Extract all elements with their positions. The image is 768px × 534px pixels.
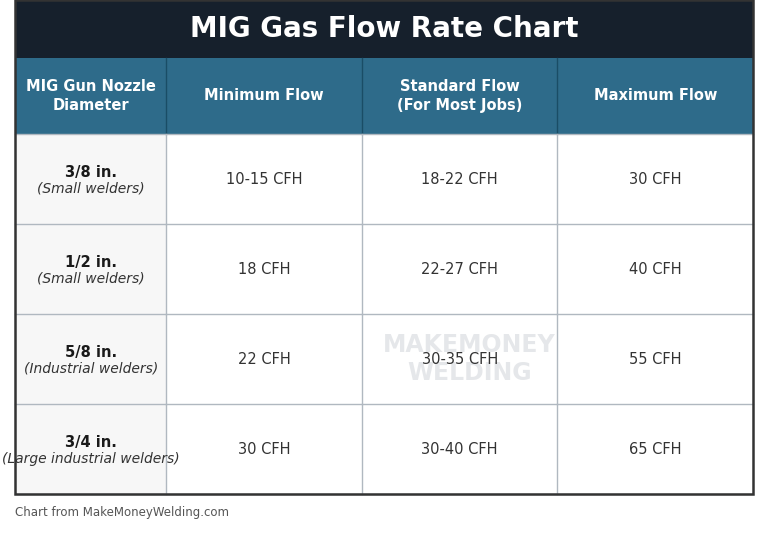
Bar	[15, 134, 167, 224]
Bar	[362, 224, 558, 314]
Text: 30-35 CFH: 30-35 CFH	[422, 351, 498, 366]
Bar	[362, 134, 558, 224]
Text: 1/2 in.: 1/2 in.	[65, 255, 117, 271]
Bar	[558, 314, 753, 404]
Text: Maximum Flow: Maximum Flow	[594, 89, 717, 104]
Text: 40 CFH: 40 CFH	[629, 262, 681, 277]
Text: 10-15 CFH: 10-15 CFH	[226, 171, 303, 186]
Text: (Industrial welders): (Industrial welders)	[24, 362, 157, 376]
Text: Minimum Flow: Minimum Flow	[204, 89, 324, 104]
Text: MIG Gun Nozzle
Diameter: MIG Gun Nozzle Diameter	[25, 79, 156, 113]
Bar	[167, 404, 362, 494]
Text: 3/4 in.: 3/4 in.	[65, 436, 117, 451]
Text: 30 CFH: 30 CFH	[629, 171, 681, 186]
Bar	[558, 224, 753, 314]
Text: 22-27 CFH: 22-27 CFH	[421, 262, 498, 277]
Bar	[167, 314, 362, 404]
Bar	[15, 58, 753, 134]
Text: Chart from MakeMoneyWelding.com: Chart from MakeMoneyWelding.com	[15, 506, 229, 519]
Text: 3/8 in.: 3/8 in.	[65, 166, 117, 180]
Text: 18-22 CFH: 18-22 CFH	[422, 171, 498, 186]
Bar	[558, 404, 753, 494]
Text: Standard Flow
(For Most Jobs): Standard Flow (For Most Jobs)	[397, 79, 522, 113]
Bar	[167, 134, 362, 224]
Text: 5/8 in.: 5/8 in.	[65, 345, 117, 360]
Text: 65 CFH: 65 CFH	[629, 442, 681, 457]
Text: MIG Gas Flow Rate Chart: MIG Gas Flow Rate Chart	[190, 15, 578, 43]
Bar	[15, 404, 167, 494]
Text: 30-40 CFH: 30-40 CFH	[422, 442, 498, 457]
Text: 18 CFH: 18 CFH	[238, 262, 290, 277]
Bar	[167, 224, 362, 314]
Text: 22 CFH: 22 CFH	[238, 351, 290, 366]
Bar	[362, 314, 558, 404]
Text: 55 CFH: 55 CFH	[629, 351, 681, 366]
Bar	[15, 224, 167, 314]
Bar	[362, 404, 558, 494]
Text: (Small welders): (Small welders)	[37, 182, 144, 196]
Bar	[15, 314, 167, 404]
Text: MAKEMONEY
WELDING: MAKEMONEY WELDING	[383, 333, 556, 385]
Text: (Small welders): (Small welders)	[37, 272, 144, 286]
Bar	[558, 134, 753, 224]
Text: 30 CFH: 30 CFH	[238, 442, 290, 457]
Bar	[15, 0, 753, 58]
Text: (Large industrial welders): (Large industrial welders)	[2, 452, 180, 466]
